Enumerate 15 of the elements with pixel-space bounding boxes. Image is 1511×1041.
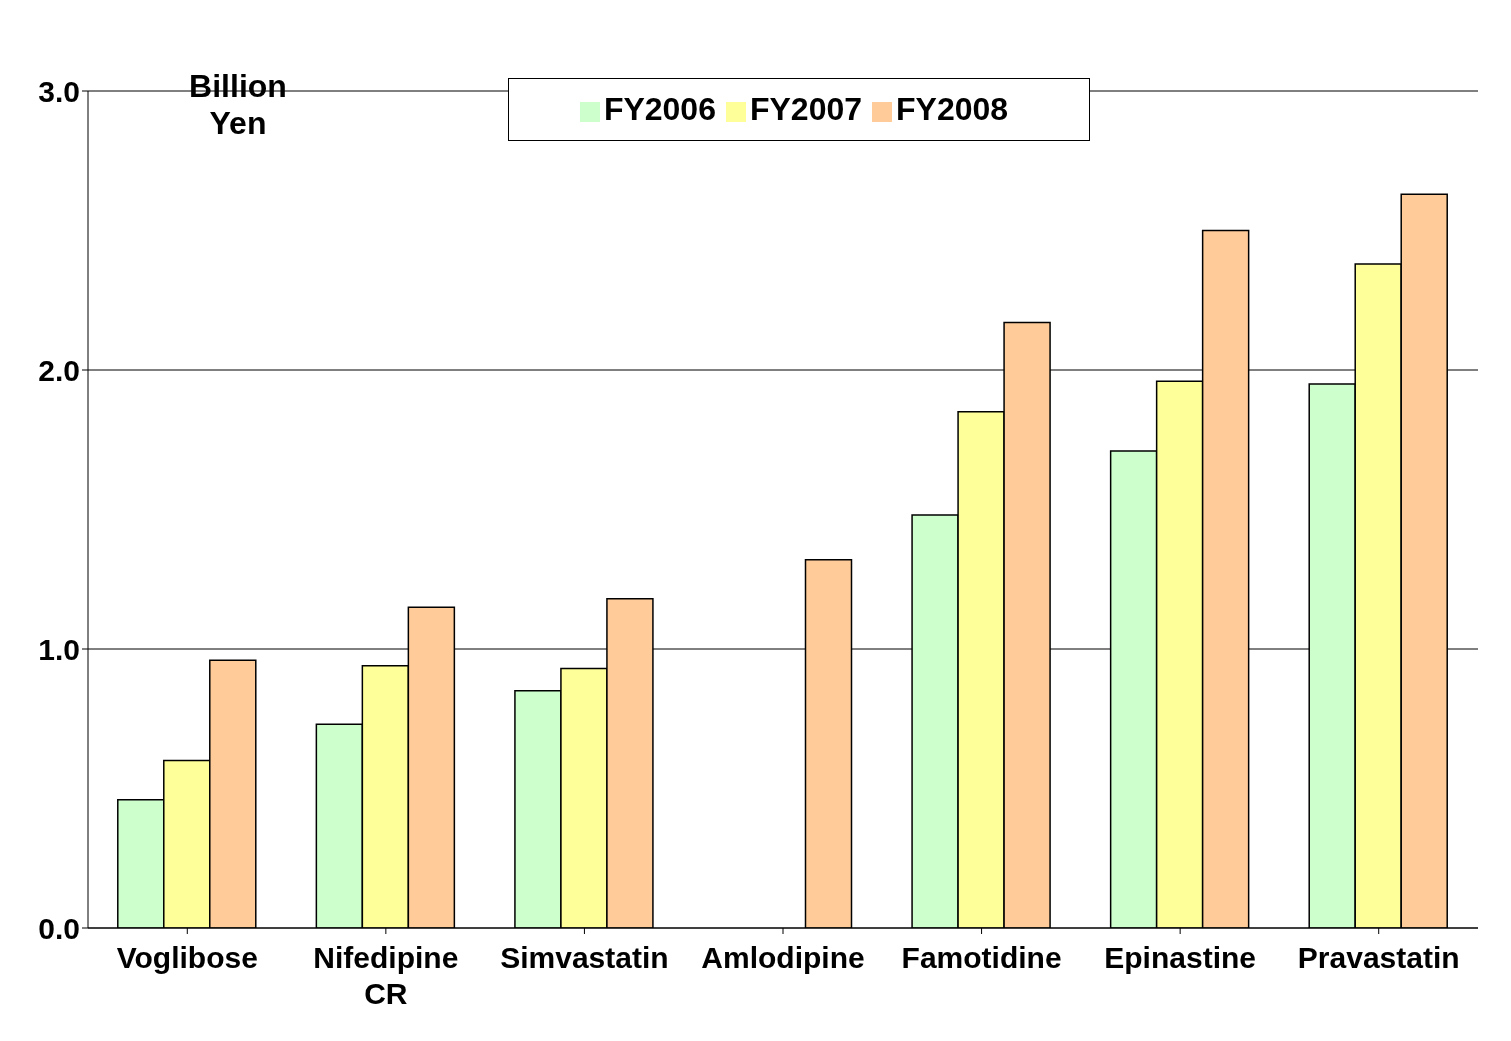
x-tick-label: Amlodipine	[701, 941, 865, 974]
y-tick-label: 2.0	[38, 353, 80, 387]
x-tick-label: Epinastine	[1104, 941, 1256, 974]
y-tick-label: 0.0	[38, 911, 80, 945]
legend-label: FY2008	[896, 91, 1009, 127]
x-tick-label: Nifedipine CR	[313, 941, 459, 1010]
legend-label: FY2006	[603, 91, 716, 127]
x-tick-label: Pravastatin	[1297, 941, 1460, 974]
y-tick-label: 3.0	[38, 74, 80, 108]
y-tick-label: 1.0	[38, 632, 80, 666]
x-tick-label: Simvastatin	[500, 941, 669, 974]
y-axis-title: Billion Yen	[188, 68, 288, 142]
x-tick-label: Famotidine	[901, 941, 1062, 974]
x-tick-label: Voglibose	[116, 941, 258, 974]
legend-label: FY2007	[749, 91, 863, 127]
